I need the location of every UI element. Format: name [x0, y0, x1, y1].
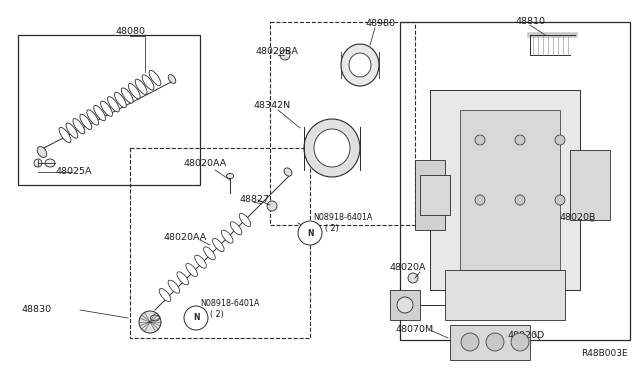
Ellipse shape [139, 311, 161, 333]
Ellipse shape [45, 159, 55, 167]
Text: 48830: 48830 [22, 305, 52, 314]
Circle shape [184, 306, 208, 330]
Circle shape [280, 50, 290, 60]
Ellipse shape [284, 168, 292, 176]
Ellipse shape [168, 74, 176, 83]
Text: 48020B: 48020B [560, 214, 596, 222]
Ellipse shape [159, 288, 171, 302]
Ellipse shape [239, 214, 251, 227]
Text: 48020AA: 48020AA [183, 158, 227, 167]
Circle shape [586, 209, 598, 221]
Ellipse shape [87, 110, 99, 125]
Ellipse shape [195, 255, 206, 268]
Circle shape [555, 135, 565, 145]
Circle shape [515, 135, 525, 145]
Circle shape [267, 201, 277, 211]
Polygon shape [570, 150, 610, 220]
Polygon shape [415, 160, 445, 230]
Text: ( 2): ( 2) [325, 224, 339, 232]
Circle shape [555, 195, 565, 205]
Circle shape [298, 221, 322, 245]
Text: N08918-6401A: N08918-6401A [313, 214, 372, 222]
Ellipse shape [93, 105, 106, 121]
Text: N08918-6401A: N08918-6401A [200, 299, 259, 308]
Circle shape [486, 333, 504, 351]
Circle shape [511, 333, 529, 351]
Polygon shape [420, 175, 450, 215]
Polygon shape [430, 90, 580, 290]
Circle shape [34, 159, 42, 167]
Circle shape [408, 273, 418, 283]
Ellipse shape [230, 222, 242, 235]
Ellipse shape [186, 263, 198, 276]
Ellipse shape [349, 53, 371, 77]
Ellipse shape [59, 127, 71, 142]
Text: R48B003E: R48B003E [581, 349, 628, 358]
Ellipse shape [227, 173, 234, 179]
Text: 48020A: 48020A [390, 263, 426, 273]
Ellipse shape [168, 280, 180, 293]
Ellipse shape [149, 70, 161, 86]
Ellipse shape [341, 44, 379, 86]
Ellipse shape [304, 119, 360, 177]
Text: 48020BA: 48020BA [255, 48, 298, 57]
Text: 48342N: 48342N [254, 100, 291, 109]
Ellipse shape [37, 147, 47, 157]
Circle shape [461, 333, 479, 351]
Circle shape [515, 195, 525, 205]
Ellipse shape [314, 129, 350, 167]
Ellipse shape [66, 123, 78, 138]
Ellipse shape [177, 272, 189, 285]
Ellipse shape [108, 97, 120, 112]
Text: 48810: 48810 [515, 17, 545, 26]
Circle shape [424, 189, 436, 201]
Ellipse shape [80, 114, 92, 129]
Ellipse shape [122, 88, 133, 103]
Ellipse shape [221, 230, 233, 243]
Text: 48025A: 48025A [56, 167, 93, 176]
Text: 48020AA: 48020AA [163, 234, 206, 243]
Circle shape [475, 135, 485, 145]
Text: 48080: 48080 [115, 28, 145, 36]
Text: N: N [193, 314, 199, 323]
Ellipse shape [135, 79, 147, 94]
Text: 48020D: 48020D [508, 330, 545, 340]
Ellipse shape [142, 75, 154, 90]
Circle shape [515, 340, 525, 350]
Polygon shape [450, 325, 530, 360]
Text: ( 2): ( 2) [210, 310, 224, 318]
Ellipse shape [115, 92, 126, 108]
Ellipse shape [100, 101, 113, 116]
Text: 48827: 48827 [240, 196, 270, 205]
Ellipse shape [73, 119, 84, 134]
Polygon shape [445, 270, 565, 320]
Ellipse shape [204, 247, 215, 260]
Ellipse shape [129, 83, 140, 99]
Text: 48070M: 48070M [395, 326, 433, 334]
Circle shape [475, 195, 485, 205]
Polygon shape [390, 290, 420, 320]
Polygon shape [460, 110, 560, 270]
Circle shape [397, 297, 413, 313]
Ellipse shape [212, 238, 224, 251]
Ellipse shape [150, 315, 159, 321]
Text: N: N [307, 228, 313, 237]
Text: 48980: 48980 [366, 19, 396, 29]
